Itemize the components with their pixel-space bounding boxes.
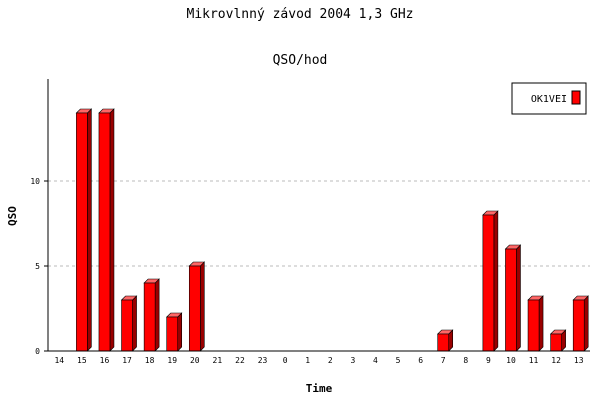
gridlines	[48, 180, 590, 267]
bar	[165, 312, 183, 352]
bar-front	[98, 112, 111, 352]
x-tick-label: 14	[54, 356, 64, 365]
bar	[98, 108, 115, 352]
y-tick-label: 5	[35, 262, 40, 271]
x-tick-label: 23	[258, 356, 268, 365]
bar-front	[550, 333, 562, 352]
bar-front	[76, 112, 88, 352]
legend: OK1VEI	[511, 82, 587, 115]
bar-side	[583, 295, 589, 352]
bar	[188, 261, 206, 352]
bar	[120, 295, 138, 352]
bar	[436, 329, 454, 352]
bar	[527, 295, 544, 352]
x-tick-label: 3	[350, 356, 355, 365]
x-tick-label: 1	[305, 356, 310, 365]
bar-front	[121, 299, 133, 352]
y-axis-label: QSO	[6, 206, 19, 226]
bar	[572, 295, 589, 352]
y-tick-label: 0	[35, 347, 40, 356]
bar-front	[505, 248, 517, 352]
bar-side	[132, 295, 137, 352]
x-tick-label: 21	[213, 356, 223, 365]
bar-side	[177, 312, 183, 352]
x-tick-label: 17	[122, 356, 132, 365]
bar-front	[482, 214, 495, 352]
bar-side	[109, 108, 115, 352]
x-tick-label: 6	[418, 356, 423, 365]
x-tick-label: 8	[463, 356, 468, 365]
x-tick-label: 19	[167, 356, 177, 365]
bar-side	[199, 261, 205, 352]
x-tick-label: 13	[574, 356, 584, 365]
x-tick-label: 18	[145, 356, 155, 365]
x-tick-label: 15	[77, 356, 87, 365]
x-axis-label: Time	[306, 382, 333, 395]
bar-front	[166, 316, 179, 352]
bar-front	[572, 299, 585, 352]
bar-front	[143, 282, 156, 352]
bar	[75, 108, 93, 352]
legend-swatch	[571, 90, 581, 105]
bar	[482, 210, 499, 352]
bar	[549, 329, 567, 352]
bar	[143, 278, 160, 352]
legend-label: OK1VEI	[531, 94, 567, 105]
x-ticks: 14 15 16 17 18 19 20 21 22 23 0 1 2 3 4 5 6 7 8 9 10 11 12 13	[54, 356, 583, 365]
bars	[75, 108, 589, 352]
bar-side	[154, 278, 160, 352]
bar-front	[188, 265, 201, 352]
x-tick-label: 22	[235, 356, 245, 365]
chart-title: Mikrovlnný závod 2004 1,3 GHz	[187, 7, 414, 22]
x-tick-label: 12	[551, 356, 561, 365]
x-tick-label: 5	[396, 356, 401, 365]
x-tick-label: 0	[283, 356, 288, 365]
bar-front	[527, 299, 540, 352]
bar-side	[87, 108, 92, 352]
x-tick-label: 10	[506, 356, 516, 365]
bar	[504, 244, 522, 352]
y-tick-label: 10	[30, 177, 40, 186]
y-ticks: 0 5 10	[30, 177, 48, 356]
x-tick-label: 16	[100, 356, 110, 365]
x-tick-label: 7	[441, 356, 446, 365]
bar-side	[538, 295, 544, 352]
chart-subtitle: QSO/hod	[273, 53, 328, 68]
x-tick-label: 9	[486, 356, 491, 365]
bar-front	[437, 333, 450, 352]
x-tick-label: 20	[190, 356, 200, 365]
x-tick-label: 4	[373, 356, 378, 365]
bar-side	[516, 244, 521, 352]
bar-side	[493, 210, 499, 352]
x-tick-label: 2	[328, 356, 333, 365]
x-tick-label: 11	[529, 356, 539, 365]
